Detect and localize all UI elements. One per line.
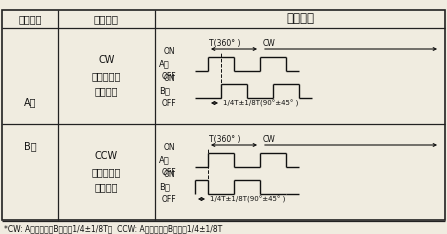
Text: 1/4T±1/8T(90°±45° ): 1/4T±1/8T(90°±45° ) bbox=[223, 99, 299, 107]
Text: OFF: OFF bbox=[162, 168, 176, 177]
Text: OFF: OFF bbox=[162, 72, 176, 81]
Text: A相: A相 bbox=[159, 156, 170, 165]
Text: T(360° ): T(360° ) bbox=[209, 135, 240, 144]
Text: ON: ON bbox=[163, 170, 175, 179]
Text: CW: CW bbox=[263, 39, 276, 48]
Text: 旋转方向: 旋转方向 bbox=[94, 14, 119, 24]
Text: ON: ON bbox=[163, 74, 175, 83]
Text: ON: ON bbox=[163, 143, 175, 152]
Text: OFF: OFF bbox=[162, 195, 176, 204]
Text: ON: ON bbox=[163, 47, 175, 56]
Bar bbox=[2, 10, 445, 220]
Text: A相

B相: A相 B相 bbox=[24, 97, 36, 151]
Text: B相: B相 bbox=[159, 87, 170, 95]
Text: CW
从码盘后端
向前观察: CW 从码盘后端 向前观察 bbox=[92, 55, 121, 97]
Text: 1/4T±1/8T(90°±45° ): 1/4T±1/8T(90°±45° ) bbox=[210, 195, 285, 203]
Text: *CW: A相脉冲超前B相脉冲1/4±1/8T；  CCW: A相脉冲滞后B相脉冲1/4±1/8T: *CW: A相脉冲超前B相脉冲1/4±1/8T； CCW: A相脉冲滞后B相脉冲… bbox=[4, 224, 222, 234]
Text: B相: B相 bbox=[159, 183, 170, 191]
Text: A相: A相 bbox=[159, 59, 170, 69]
Text: T(360° ): T(360° ) bbox=[209, 39, 240, 48]
Text: 输出脉冲: 输出脉冲 bbox=[18, 14, 42, 24]
Text: CCW
从码盘后端
向前观察: CCW 从码盘后端 向前观察 bbox=[92, 151, 121, 193]
Text: 输出方式: 输出方式 bbox=[286, 12, 314, 26]
Text: OFF: OFF bbox=[162, 99, 176, 108]
Text: CW: CW bbox=[263, 135, 276, 144]
